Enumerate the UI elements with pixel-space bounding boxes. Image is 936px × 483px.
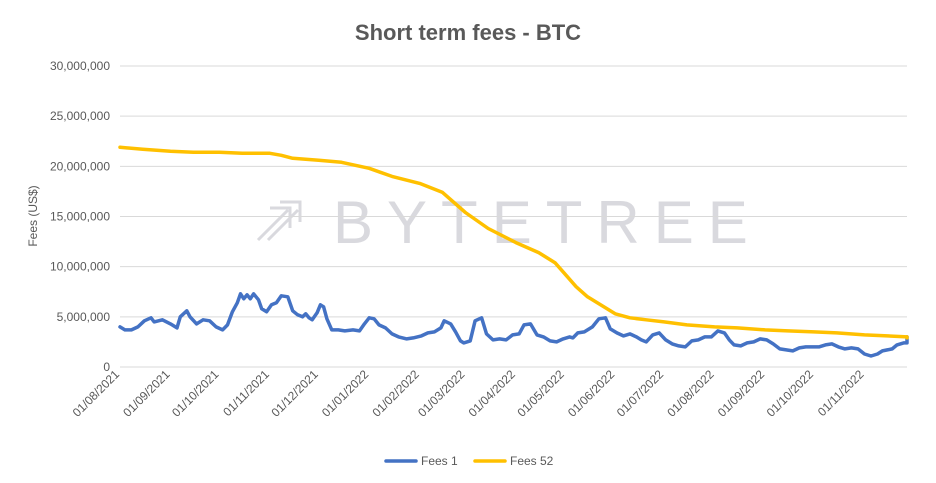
y-tick-label: 30,000,000	[50, 59, 110, 73]
watermark: BYTETREE	[256, 189, 762, 256]
y-tick-label: 10,000,000	[50, 260, 110, 274]
x-tick-label: 01/04/2022	[466, 367, 519, 420]
series-line-fees-52	[118, 145, 909, 340]
x-tick-label: 01/05/2022	[514, 367, 567, 420]
y-tick-label: 0	[103, 360, 110, 374]
legend-item-fees-52: Fees 52	[473, 454, 554, 468]
series-lines	[118, 145, 909, 358]
x-tick-label: 01/10/2022	[764, 367, 817, 420]
legend: Fees 1 Fees 52	[384, 454, 554, 468]
y-tick-label: 15,000,000	[50, 210, 110, 224]
watermark-logo-icon	[256, 200, 302, 242]
gridlines	[120, 65, 907, 368]
y-tick-label: 20,000,000	[50, 159, 110, 173]
legend-item-fees-1: Fees 1	[384, 454, 458, 468]
x-tick-label: 01/02/2022	[369, 367, 422, 420]
x-tick-label: 01/08/2021	[70, 367, 123, 420]
chart-title: Short term fees - BTC	[355, 20, 581, 45]
y-tick-label: 25,000,000	[50, 109, 110, 123]
series-line-fees-1	[118, 292, 909, 358]
x-tick-label: 01/07/2022	[614, 367, 667, 420]
legend-label-fees-1: Fees 1	[421, 454, 458, 468]
x-tick-label: 01/09/2022	[715, 367, 768, 420]
x-tick-label: 01/10/2021	[169, 367, 222, 420]
legend-label-fees-52: Fees 52	[510, 454, 554, 468]
watermark-text: BYTETREE	[333, 189, 762, 256]
x-tick-label: 01/03/2022	[415, 367, 468, 420]
x-tick-label: 01/01/2022	[319, 367, 372, 420]
x-tick-label: 01/11/2022	[815, 367, 867, 419]
y-axis-title: Fees (US$)	[26, 185, 40, 246]
y-axis-ticks: 0 5,000,000 10,000,000 15,000,000 20,000,000…	[50, 59, 110, 374]
x-axis-ticks: 01/08/202101/09/202101/10/202101/11/2021…	[70, 367, 867, 420]
x-tick-label: 01/11/2021	[220, 367, 272, 419]
x-tick-label: 01/09/2021	[120, 367, 173, 420]
x-tick-label: 01/12/2021	[268, 367, 321, 420]
y-tick-label: 5,000,000	[57, 310, 111, 324]
x-tick-label: 01/08/2022	[664, 367, 717, 420]
x-tick-label: 01/06/2022	[565, 367, 618, 420]
